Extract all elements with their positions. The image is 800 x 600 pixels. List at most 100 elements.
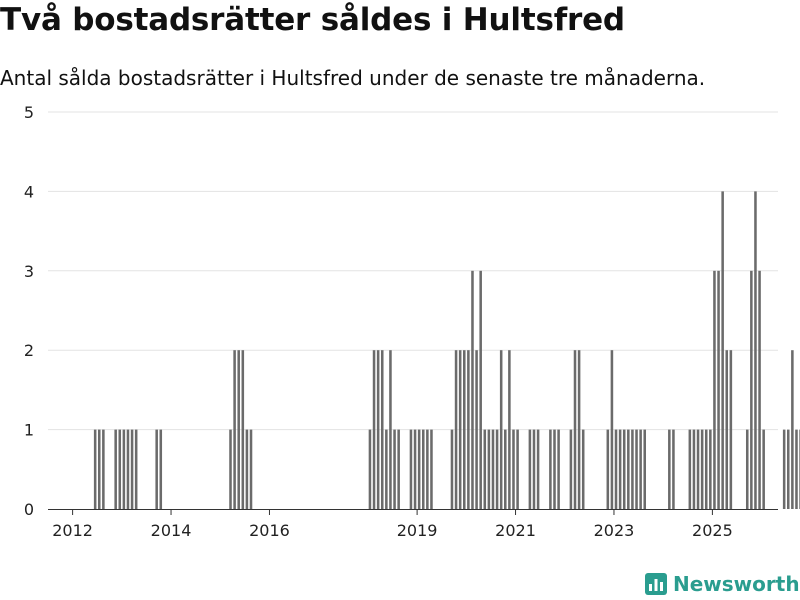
y-tick-label: 0 [24,500,34,519]
x-tick-label: 2014 [151,521,192,540]
bar [130,429,134,509]
bar [692,429,696,509]
bar [413,429,417,509]
bar [126,429,130,509]
bar [729,350,733,509]
x-tick-label: 2021 [495,521,536,540]
bar [762,429,765,509]
bar [795,429,798,509]
bar [573,350,577,509]
bar [688,429,692,509]
bar [463,350,466,509]
chart-subtitle: Antal sålda bostadsrätter i Hultsfred un… [0,66,706,90]
bar [368,429,372,509]
y-tick-label: 3 [24,262,34,281]
bar [557,429,560,509]
y-tick-label: 1 [24,421,34,440]
bar [114,429,117,509]
newsworthy-logo-icon [645,573,667,595]
bar [791,350,794,509]
bar [389,350,392,509]
bar [397,429,400,509]
bar [487,429,491,509]
bar [725,350,729,509]
bar [516,429,519,509]
bar [102,429,105,509]
bar [97,429,101,509]
bar [491,429,495,509]
bar [454,350,458,509]
y-tick-label: 4 [24,182,34,201]
bar [417,429,421,509]
bar [134,429,138,509]
bar [376,350,380,509]
bar [717,270,720,509]
bar [758,270,761,509]
bar [237,350,240,509]
bar [450,429,454,509]
bar [709,429,712,509]
bar [536,429,540,509]
bar [553,429,556,509]
x-tick-label: 2016 [249,521,290,540]
bar [122,429,126,509]
bar [471,270,474,509]
bar [499,350,503,509]
bar [458,350,462,509]
bar [426,429,429,509]
bar [643,429,646,509]
bar [385,429,388,509]
bar [421,429,425,509]
bar [754,191,757,509]
bar [782,429,786,509]
brand-name: Newsworthy [673,572,800,596]
bar [467,350,470,509]
bar [618,429,622,509]
bar [622,429,626,509]
bar [635,429,638,509]
bar [627,429,630,509]
bar [159,429,163,509]
bar [610,350,614,509]
bar [631,429,634,509]
bar [508,350,511,509]
x-tick-label: 2012 [52,521,93,540]
bar [569,429,573,509]
bar [155,429,158,509]
bar [479,270,482,509]
bar [245,429,249,509]
bar [721,191,724,509]
bar [393,429,396,509]
bar [786,429,790,509]
bar [668,429,671,509]
bar [581,429,585,509]
bar [704,429,708,509]
bar [483,429,487,509]
bar [750,270,753,509]
x-tick-label: 2023 [594,521,635,540]
bar [532,429,536,509]
bar [372,350,376,509]
bar [504,429,507,509]
chart-title: Två bostadsrätter såldes i Hultsfred [0,2,625,38]
bar [430,429,433,509]
bar [249,429,253,509]
y-tick-label: 5 [24,103,34,122]
bar [233,350,236,509]
y-tick-label: 2 [24,341,34,360]
bar [606,429,610,509]
bar [713,270,716,509]
bar [528,429,532,509]
bar [495,429,499,509]
x-tick-label: 2019 [397,521,438,540]
bar [475,350,478,509]
bar [118,429,122,509]
bar [380,350,384,509]
bar [241,350,245,509]
bar [549,429,552,509]
brand-logo: Newsworthy [645,570,800,598]
bar [512,429,515,509]
bar [229,429,232,509]
bar [577,350,581,509]
